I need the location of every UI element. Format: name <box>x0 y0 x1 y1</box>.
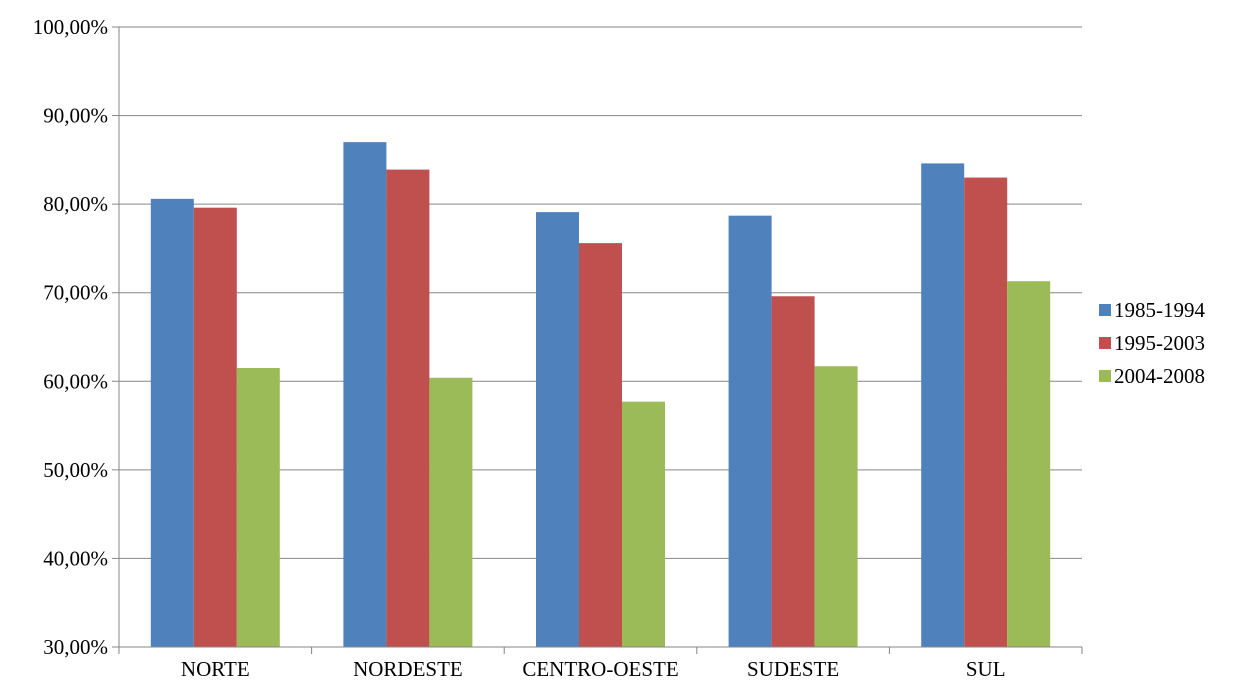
legend-swatch <box>1099 337 1111 349</box>
y-axis-tick-labels: 30,00% 40,00% 50,00% 60,00% 70,00% 80,00% 90,0… <box>33 15 108 659</box>
bars <box>150 142 1051 648</box>
bar-nordeste-1985-1994 <box>343 142 387 647</box>
bar-sudeste-2004-2008 <box>814 366 858 647</box>
bar-norte-1985-1994 <box>150 198 194 648</box>
bar-centro-oeste-2004-2008 <box>622 401 665 647</box>
bar-sul-1995-2003 <box>964 177 1008 648</box>
legend-swatch <box>1099 304 1111 316</box>
x-tick-label: NORTE <box>181 657 250 681</box>
x-tick-label: NORDESTE <box>353 657 463 681</box>
y-tick-label: 60,00% <box>43 369 108 393</box>
x-tick-label: SUL <box>966 657 1006 681</box>
y-tick-label: 100,00% <box>33 15 108 39</box>
bar-centro-oeste-1995-2003 <box>579 243 622 647</box>
legend-label: 1985-1994 <box>1114 298 1205 322</box>
y-tick-label: 40,00% <box>43 546 108 570</box>
bar-nordeste-2004-2008 <box>429 377 473 647</box>
y-tick-label: 90,00% <box>43 104 108 128</box>
bar-sul-1985-1994 <box>921 163 965 647</box>
legend-label: 1995-2003 <box>1114 331 1205 355</box>
y-tick-label: 70,00% <box>43 281 108 305</box>
x-axis-tick-labels: NORTE NORDESTE CENTRO-OESTE SUDESTE SUL <box>181 657 1006 681</box>
bar-sudeste-1985-1994 <box>728 215 772 647</box>
bar-sul-2004-2008 <box>1007 281 1051 647</box>
y-tick-label: 50,00% <box>43 458 108 482</box>
bar-norte-2004-2008 <box>236 368 280 647</box>
y-tick-label: 30,00% <box>43 635 108 659</box>
bar-norte-1995-2003 <box>193 207 237 647</box>
y-tick-label: 80,00% <box>43 192 108 216</box>
x-tick-label: CENTRO-OESTE <box>522 657 678 681</box>
bar-nordeste-1995-2003 <box>386 169 430 647</box>
axes <box>112 26 1083 654</box>
bar-sudeste-1995-2003 <box>771 296 815 647</box>
bar-centro-oeste-1985-1994 <box>536 212 579 647</box>
legend: 1985-1994 1995-2003 2004-2008 <box>1099 298 1205 388</box>
x-tick-label: SUDESTE <box>747 657 839 681</box>
legend-swatch <box>1099 370 1111 382</box>
legend-label: 2004-2008 <box>1114 364 1205 388</box>
